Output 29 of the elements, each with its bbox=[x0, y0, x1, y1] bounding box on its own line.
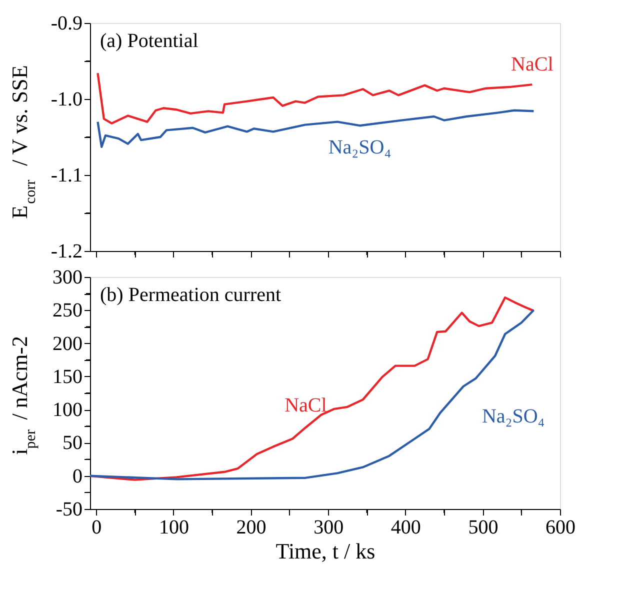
x-tick-label: 500 bbox=[468, 516, 498, 538]
y-tick-label: 0 bbox=[72, 465, 82, 488]
annotation: (a) Potential bbox=[100, 30, 199, 52]
y-tick-label: -1.0 bbox=[50, 88, 82, 110]
y-tick-label: 200 bbox=[52, 332, 82, 355]
series-label: NaCl bbox=[511, 54, 554, 76]
y-axis-title: iper / nAcm-2 bbox=[7, 336, 39, 455]
y-tick-label: 150 bbox=[52, 366, 82, 388]
line-series bbox=[96, 72, 534, 124]
series-label: NaCl bbox=[284, 394, 328, 416]
y-tick-label: -1.2 bbox=[50, 240, 82, 262]
x-tick-label: 300 bbox=[314, 516, 344, 538]
y-tick-label: 300 bbox=[52, 266, 82, 288]
series-label: Na₂SO₄ bbox=[482, 405, 545, 428]
y-tick-label: 50 bbox=[62, 432, 82, 454]
y-tick-label: -1.1 bbox=[50, 164, 82, 186]
y-tick-label: -50 bbox=[56, 498, 82, 520]
y-tick-label: -0.9 bbox=[50, 12, 82, 34]
x-axis-title: Time, t / ks bbox=[276, 538, 376, 564]
y-tick-label: 250 bbox=[52, 300, 82, 322]
x-tick-label: 600 bbox=[546, 516, 576, 538]
x-tick-label: 100 bbox=[158, 516, 189, 538]
x-tick-label: 400 bbox=[390, 516, 421, 538]
y-axis-title: Ecorr / V vs. SSE bbox=[7, 65, 39, 219]
x-tick-label: 200 bbox=[236, 516, 266, 538]
y-tick-label: 100 bbox=[52, 399, 82, 422]
x-tick-label: 0 bbox=[92, 516, 102, 538]
series-label: Na₂SO₄ bbox=[328, 136, 392, 159]
annotation: (b) Permeation current bbox=[100, 284, 282, 306]
